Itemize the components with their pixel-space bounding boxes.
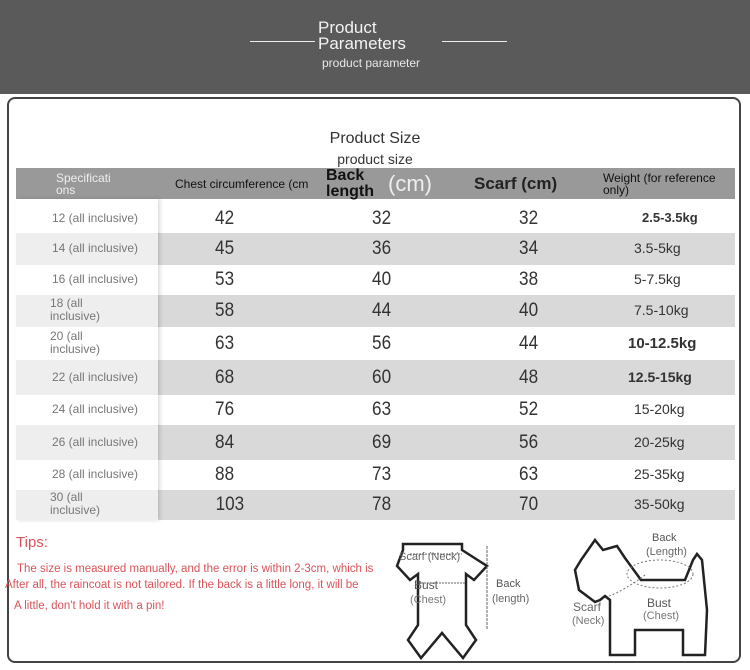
dog-label-length: (Length)	[646, 546, 687, 558]
tips-title: Tips:	[16, 534, 48, 551]
header-back: Back length	[326, 166, 374, 200]
raincoat-outline	[395, 542, 489, 660]
back-curve	[626, 559, 694, 589]
header-chest: Chest circumference (cm	[175, 176, 309, 191]
cell-spec: 12 (all inclusive)	[52, 211, 139, 225]
cell-back: 32	[372, 208, 392, 229]
cell-spec: 24 (all inclusive)	[52, 402, 139, 416]
cell-spec: 20 (all inclusive)	[50, 328, 101, 356]
cell-spec: 26 (all inclusive)	[52, 434, 139, 449]
raincoat-diagram	[395, 542, 489, 660]
cell-back: 44	[372, 300, 392, 321]
label-scarf-neck: Scarf (Neck)	[399, 551, 461, 563]
header-spec: Specificati ons	[56, 170, 111, 197]
cell-weight: 20-25kg	[634, 433, 685, 450]
cell-spec: 14 (all inclusive)	[52, 241, 139, 255]
tips-line-3: A little, don't hold it with a pin!	[14, 600, 165, 612]
cell-spec: 16 (all inclusive)	[52, 272, 139, 286]
cell-back: 73	[372, 464, 392, 485]
banner: Product Parameters product parameter	[0, 0, 750, 94]
dog-outline	[573, 537, 709, 657]
cell-chest: 103	[215, 494, 245, 515]
banner-title-1: Product	[318, 18, 377, 37]
cell-weight: 5-7.5kg	[634, 271, 681, 287]
cell-scarf: 44	[519, 332, 539, 354]
banner-title: Product Parameters	[318, 18, 406, 53]
cell-scarf: 70	[519, 494, 539, 515]
cell-weight: 25-35kg	[634, 466, 685, 482]
cell-weight: 12.5-15kg	[628, 368, 692, 385]
label-bust: Bust	[414, 578, 439, 592]
header-scarf: Scarf (cm)	[474, 173, 558, 193]
banner-subtitle: product parameter	[322, 56, 421, 70]
cell-weight: 10-12.5kg	[628, 334, 697, 352]
cell-spec: 22 (all inclusive)	[52, 369, 139, 384]
cell-scarf: 48	[519, 366, 539, 388]
label-length: (length)	[492, 593, 530, 605]
cell-chest: 88	[215, 464, 235, 485]
header-back-unit: (cm)	[388, 170, 432, 196]
header-weight: Weight (for reference only)	[603, 170, 716, 197]
cell-chest: 58	[215, 300, 235, 321]
tips-line-2: After all, the raincoat is not tailored.…	[5, 579, 359, 591]
cell-back: 36	[372, 238, 392, 259]
section-title: Product Size	[329, 130, 421, 147]
cell-weight: 35-50kg	[634, 496, 685, 512]
cell-scarf: 32	[519, 208, 539, 229]
dog-label-back: Back	[652, 532, 677, 544]
cell-scarf: 40	[519, 300, 539, 321]
cell-chest: 63	[215, 332, 235, 354]
cell-chest: 53	[215, 269, 235, 290]
divider	[250, 41, 315, 42]
dog-label-bust: Bust	[647, 596, 672, 610]
cell-spec: 18 (all inclusive)	[50, 296, 101, 323]
label-back: Back	[496, 578, 521, 590]
cell-back: 78	[372, 494, 392, 515]
content-frame	[7, 97, 741, 663]
cell-scarf: 63	[519, 464, 539, 485]
cell-weight: 3.5-5kg	[634, 240, 681, 256]
dog-label-neck: (Neck)	[572, 615, 605, 627]
cell-weight: 7.5-10kg	[634, 302, 689, 318]
cell-back: 56	[372, 332, 392, 354]
cell-chest: 42	[215, 208, 235, 229]
divider	[442, 41, 507, 42]
cell-spec: 30 (all inclusive)	[50, 490, 101, 517]
cell-back: 60	[372, 366, 392, 388]
cell-back: 69	[372, 431, 392, 453]
cell-scarf: 56	[519, 431, 539, 453]
spec-column-overlay	[16, 199, 158, 520]
section-subtitle: product size	[337, 151, 413, 167]
cell-scarf: 52	[519, 399, 539, 420]
cell-weight: 15-20kg	[634, 401, 685, 417]
table-header: Specificati ons Chest circumference (cm …	[16, 166, 735, 200]
cell-chest: 76	[215, 399, 235, 420]
cell-chest: 68	[215, 366, 235, 388]
cell-back: 40	[372, 269, 392, 290]
label-chest: (Chest)	[410, 594, 447, 606]
cell-scarf: 34	[519, 238, 539, 259]
dog-label-scarf: Scarf	[573, 600, 602, 614]
cell-spec: 28 (all inclusive)	[52, 467, 139, 481]
dog-diagram	[573, 537, 709, 657]
cell-chest: 45	[215, 238, 235, 259]
neck-curve	[608, 574, 646, 597]
cell-back: 63	[372, 399, 392, 420]
banner-title-2: Parameters	[318, 34, 406, 53]
cell-chest: 84	[215, 431, 235, 453]
tips-line-1: The size is measured manually, and the e…	[17, 563, 374, 575]
dog-label-chest: (Chest)	[643, 610, 680, 622]
cell-weight: 2.5-3.5kg	[642, 210, 698, 225]
cell-scarf: 38	[519, 269, 539, 290]
